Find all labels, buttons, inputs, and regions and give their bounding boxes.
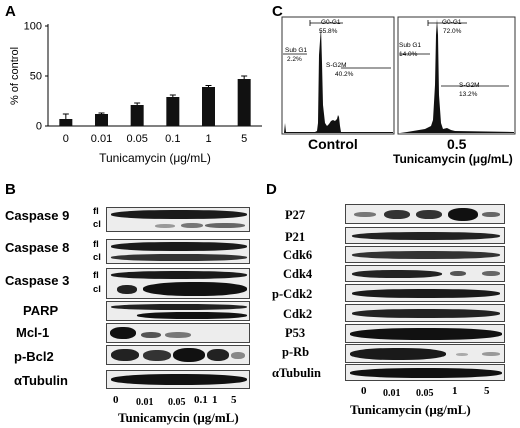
bar (59, 119, 73, 126)
treated-subg1-value: 14.0% (399, 51, 418, 58)
lane-d-3: 1 (452, 385, 458, 397)
control-histogram (284, 27, 393, 133)
blot-label-prb: p-Rb (282, 345, 310, 359)
treated-histogram-frame (397, 16, 516, 135)
lane-d-0: 0 (361, 385, 367, 397)
x-tick-label: 5 (241, 133, 247, 145)
lane-b-1: 0.01 (136, 397, 154, 408)
strip-prb (345, 344, 505, 363)
blot-label-p53: P53 (285, 326, 306, 340)
fl-label-c8: fl (93, 239, 99, 250)
control-histogram-frame (281, 16, 395, 135)
blot-label-caspase3: Caspase 3 (5, 273, 70, 288)
lane-b-3: 0.1 (194, 394, 208, 406)
panel-letter-c: C (272, 3, 283, 20)
cl-label-c8: cl (93, 252, 101, 263)
lane-d-2: 0.05 (416, 388, 434, 399)
x-tick-label: 0.01 (91, 133, 112, 145)
control-subg1-value: 2.2% (287, 56, 302, 63)
bar (202, 87, 215, 126)
treated-unit-caption: Tunicamycin (μg/mL) (393, 152, 513, 166)
y-axis-label: % of control (9, 47, 21, 105)
strip-tubulin-b (106, 370, 250, 389)
blot-label-p21: P21 (285, 230, 306, 244)
blot-label-caspase8: Caspase 8 (5, 240, 70, 255)
treated-g0g1-value: 72.0% (443, 28, 462, 35)
viability-bar-chart: 0 50 100 % of control 0 0.01 0.05 0.1 1 5 Tunicamy… (9, 21, 262, 165)
treated-histogram (400, 19, 514, 133)
treated-subg1-label: Sub G1 (399, 42, 422, 49)
bar (237, 79, 251, 126)
strip-mcl1 (106, 323, 250, 343)
panel-letter-d: D (266, 181, 277, 198)
blot-d-xlabel: Tunicamycin (μg/mL) (350, 402, 471, 417)
blot-b-xlabel: Tunicamycin (μg/mL) (118, 410, 239, 425)
fl-label-c9: fl (93, 206, 99, 217)
cl-label-c3: cl (93, 284, 101, 295)
x-tick-label: 0.1 (165, 133, 180, 145)
fl-label-c3: fl (93, 270, 99, 281)
strip-p53 (345, 324, 505, 343)
bar (130, 105, 144, 126)
blot-label-pbcl2: p-Bcl2 (14, 349, 54, 364)
cl-label-c9: cl (93, 219, 101, 230)
x-tick-label: 1 (205, 133, 211, 145)
lane-b-2: 0.05 (168, 397, 186, 408)
treated-sg2m-label: S-G2M (459, 82, 480, 89)
treated-dose-caption: 0.5 (447, 136, 467, 152)
control-sg2m-value: 40.2% (335, 71, 354, 78)
strip-tubulin-d (345, 364, 505, 381)
strip-p21 (345, 227, 505, 244)
x-tick-label: 0 (63, 133, 69, 145)
blot-label-tubulin-d: αTubulin (272, 366, 321, 380)
lane-d-4: 5 (484, 385, 490, 397)
panel-letter-a: A (5, 3, 16, 20)
strip-pcdk2 (345, 284, 505, 302)
panel-letter-b: B (5, 181, 16, 198)
blot-label-parp: PARP (23, 303, 59, 318)
x-tick-label: 0.05 (126, 133, 147, 145)
y-tick-label: 100 (24, 21, 42, 33)
bar (95, 114, 108, 126)
lane-b-5: 5 (231, 394, 237, 406)
lane-b-0: 0 (113, 394, 119, 406)
blot-label-cdk6: Cdk6 (283, 248, 313, 262)
y-tick-label: 0 (36, 121, 42, 133)
control-caption: Control (308, 136, 358, 152)
x-axis-label: Tunicamycin (μg/mL) (99, 151, 211, 165)
strip-p27 (345, 204, 505, 224)
control-subg1-label: Sub G1 (285, 47, 308, 54)
strip-caspase9 (106, 207, 250, 232)
strip-cdk6 (345, 246, 505, 263)
y-tick-label: 50 (30, 71, 42, 83)
strip-caspase8 (106, 239, 250, 264)
blot-label-cdk2: Cdk2 (283, 307, 313, 321)
blot-label-p27: P27 (285, 208, 306, 222)
lane-d-1: 0.01 (383, 388, 401, 399)
control-sg2m-label: S-G2M (326, 62, 347, 69)
flow-cytometry-panel (281, 16, 516, 135)
lane-b-4: 1 (212, 394, 218, 406)
bar (166, 97, 180, 126)
blot-label-mcl1: Mcl-1 (16, 325, 50, 340)
strip-pbcl2 (106, 345, 250, 365)
blot-label-tubulin-b: αTubulin (14, 373, 68, 388)
treated-g0g1-label: G0-G1 (442, 19, 462, 26)
blot-label-pcdk2: p-Cdk2 (272, 287, 313, 301)
strip-cdk4 (345, 265, 505, 282)
treated-sg2m-value: 13.2% (459, 91, 478, 98)
control-g0g1-value: 55.8% (319, 28, 338, 35)
blot-label-caspase9: Caspase 9 (5, 208, 70, 223)
strip-cdk2 (345, 304, 505, 322)
strip-caspase3 (106, 268, 250, 299)
control-g0g1-label: G0-G1 (321, 19, 341, 26)
blot-label-cdk4: Cdk4 (283, 267, 313, 281)
strip-parp (106, 301, 250, 321)
